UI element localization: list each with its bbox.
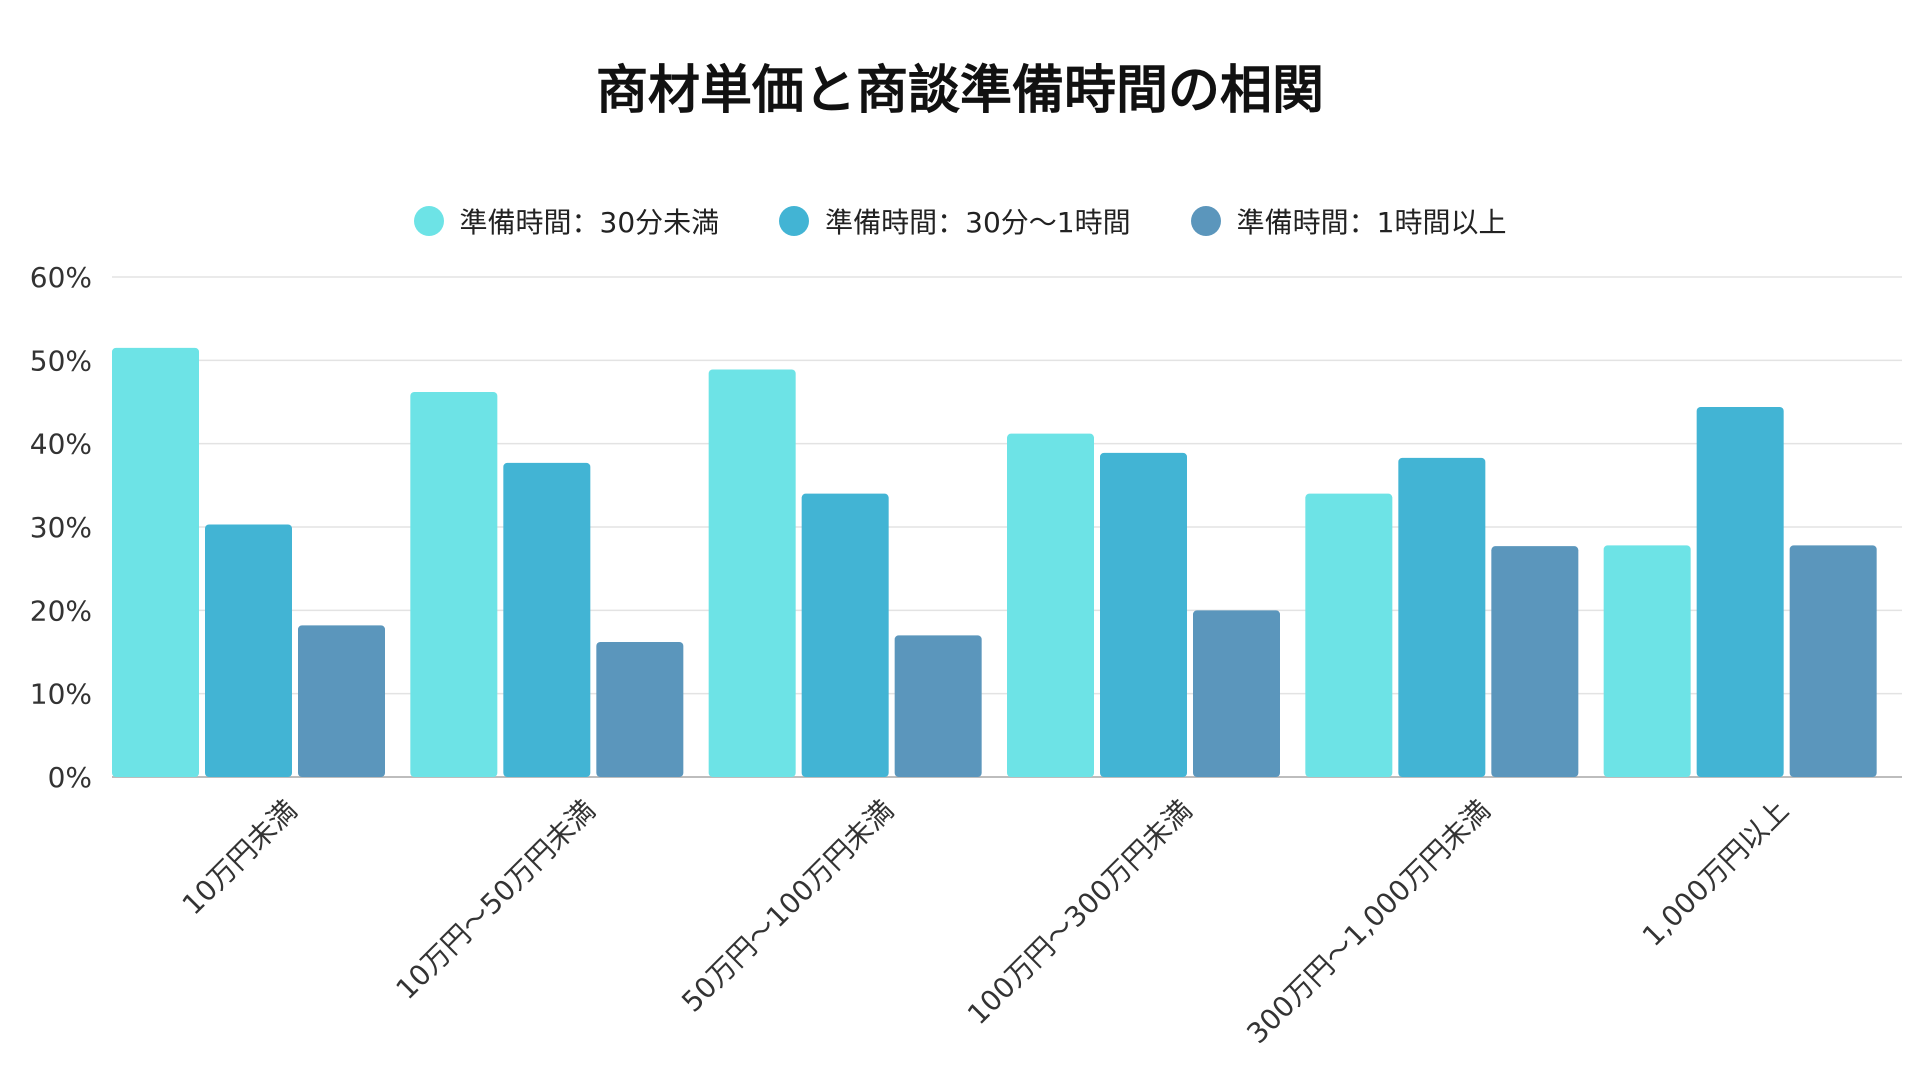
- legend-swatch: [779, 206, 810, 236]
- legend: 準備時間：30分未満 準備時間：30分〜1時間 準備時間：1時間以上: [0, 201, 1920, 241]
- x-tick-label: 100万円〜300万円未満: [961, 794, 1199, 1032]
- x-tick-label: 10万円未満: [176, 794, 304, 922]
- legend-label: 準備時間：30分未満: [459, 206, 720, 239]
- y-tick-label: 30%: [30, 511, 92, 544]
- bar: [1100, 452, 1187, 777]
- legend-label: 準備時間：30分〜1時間: [825, 206, 1131, 239]
- x-tick-label: 10万円〜50万円未満: [389, 794, 601, 1006]
- bar: [1193, 610, 1280, 777]
- bar: [1305, 493, 1393, 777]
- legend-swatch: [1190, 206, 1221, 236]
- bar: [708, 369, 796, 777]
- bar: [1007, 433, 1094, 777]
- y-tick-label: 0%: [48, 761, 92, 794]
- legend-item: 準備時間：30分〜1時間: [779, 201, 1131, 241]
- bar: [112, 347, 199, 777]
- chart-title: 商材単価と商談準備時間の相関: [595, 61, 1324, 121]
- bar: [1398, 457, 1486, 777]
- bar: [801, 493, 889, 777]
- bar: [410, 392, 498, 777]
- bar: [503, 462, 591, 777]
- x-tick-label: 50万円〜100万円未満: [675, 794, 900, 1019]
- legend-item: 準備時間：1時間以上: [1190, 201, 1507, 241]
- bar: [596, 642, 684, 777]
- bar: [1491, 546, 1579, 777]
- legend-item: 準備時間：30分未満: [413, 201, 720, 241]
- legend-label: 準備時間：1時間以上: [1236, 206, 1507, 239]
- y-tick-label: 50%: [30, 344, 92, 377]
- bar: [1789, 545, 1877, 777]
- y-tick-label: 10%: [30, 678, 92, 711]
- bar: [1603, 545, 1691, 777]
- y-tick-label: 20%: [30, 594, 92, 627]
- x-tick-label: 300万円〜1,000万円未満: [1240, 794, 1496, 1050]
- bar: [298, 625, 385, 777]
- y-tick-label: 60%: [30, 261, 92, 294]
- bar: [205, 524, 292, 777]
- bar: [1696, 407, 1784, 777]
- bar: [894, 635, 982, 777]
- y-tick-label: 40%: [30, 428, 92, 461]
- legend-swatch: [413, 206, 444, 236]
- x-tick-label: 1,000万円以上: [1636, 794, 1795, 953]
